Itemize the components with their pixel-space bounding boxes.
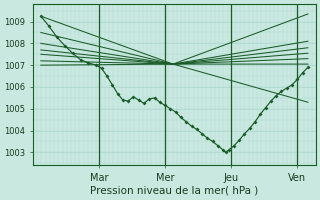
X-axis label: Pression niveau de la mer( hPa ): Pression niveau de la mer( hPa ) xyxy=(90,186,259,196)
